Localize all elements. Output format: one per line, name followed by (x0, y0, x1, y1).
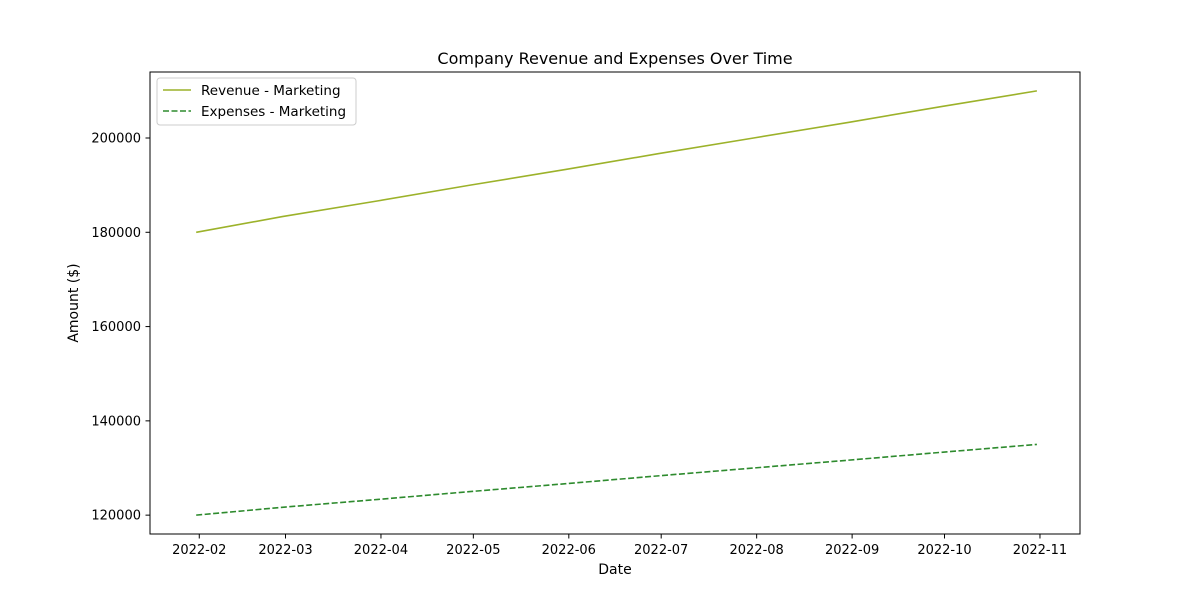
series-line-1 (196, 90, 1038, 234)
x-axis: 2022-02 2022-03 2022-04 2022-05 2022-06 2022-… (172, 534, 1067, 558)
chart-title: Company Revenue and Expenses Over Time (437, 49, 792, 68)
y-tick-label: 200000 (91, 132, 141, 147)
x-tick-label: 2022-08 (729, 543, 783, 558)
plot-area (149, 71, 1081, 535)
legend-label: Expenses - Marketing (201, 104, 346, 120)
y-tick-label: 160000 (91, 320, 141, 335)
plot-frame (149, 71, 1081, 535)
y-tick-label: 120000 (91, 509, 141, 524)
x-tick-label: 2022-07 (634, 543, 688, 558)
series-line-2 (196, 443, 1037, 516)
legend-items: Revenue - Marketing Expenses - Marketing (163, 83, 346, 120)
x-tick-label: 2022-11 (1013, 543, 1067, 558)
x-tick-label: 2022-04 (354, 543, 408, 558)
x-tick-label: 2022-03 (258, 543, 312, 558)
x-tick-label: 2022-06 (542, 543, 596, 558)
y-axis-label: Amount ($) (66, 263, 82, 342)
x-tick-label: 2022-02 (172, 543, 226, 558)
y-axis: 120000 140000 160000 180000 200000 (91, 132, 150, 524)
legend-box (156, 77, 357, 126)
legend-label: Revenue - Marketing (201, 83, 341, 99)
y-tick-label: 140000 (91, 414, 141, 429)
x-tick-label: 2022-10 (917, 543, 971, 558)
series-layer (196, 90, 1038, 516)
y-tick-label: 180000 (91, 226, 141, 241)
legend: Revenue - Marketing Expenses - Marketing (156, 77, 357, 126)
x-axis-label: Date (598, 562, 631, 578)
x-tick-label: 2022-05 (446, 543, 500, 558)
x-tick-label: 2022-09 (825, 543, 879, 558)
